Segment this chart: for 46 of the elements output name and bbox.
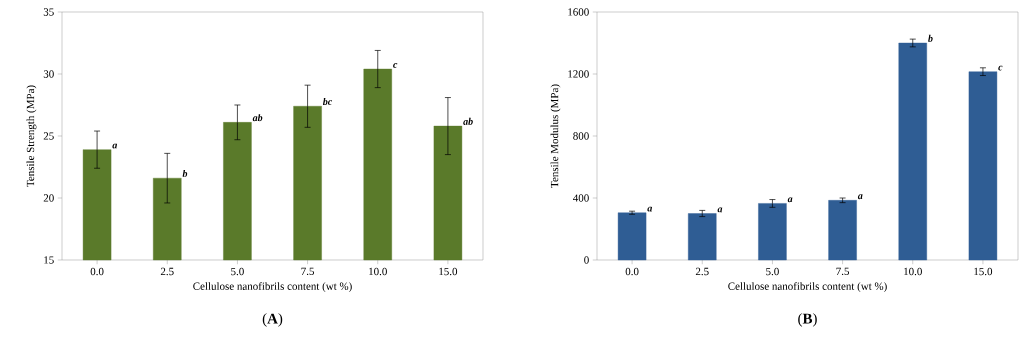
x-tick-label: 5.0 <box>231 267 244 276</box>
x-tick-label: 5.0 <box>766 267 779 276</box>
x-axis-title: Cellulose nanofibrils content (wt %) <box>728 282 887 293</box>
y-tick-label: 15 <box>44 256 54 264</box>
bar <box>758 203 787 261</box>
annotation: a <box>787 197 793 203</box>
bar <box>968 71 998 261</box>
annotation: ab <box>463 117 473 125</box>
annotation: a <box>717 207 723 213</box>
y-tick-label: 800 <box>573 132 589 140</box>
annotation: b <box>182 169 188 177</box>
x-axis-title: Cellulose nanofibrils content (wt %) <box>193 282 352 293</box>
annotation: a <box>647 206 653 212</box>
text: (B) <box>798 313 817 327</box>
annotation: c <box>998 65 1003 71</box>
y-tick-label: 20 <box>43 194 54 202</box>
annotation: a <box>112 143 118 149</box>
y-tick-label: 1600 <box>568 8 589 16</box>
bar <box>898 42 927 261</box>
y-axis-title: Tensile Strength (MPa) <box>26 85 37 187</box>
bar <box>828 200 857 261</box>
x-tick-label: 0.0 <box>625 267 639 276</box>
annotation: a <box>857 194 863 200</box>
y-tick-label: 1200 <box>568 70 589 78</box>
y-tick-label: 30 <box>43 70 54 78</box>
x-tick-label: 10.0 <box>369 267 387 276</box>
bar <box>688 213 717 261</box>
annotation: b <box>928 34 933 42</box>
y-tick-label: 35 <box>43 8 54 16</box>
x-tick-label: 7.5 <box>836 267 850 276</box>
x-tick-label: 15.0 <box>974 267 993 276</box>
y-tick-label: 25 <box>43 132 54 140</box>
annotation: ab <box>252 114 263 122</box>
y-tick-label: 400 <box>573 194 589 202</box>
y-axis-title: Tensile Modulus (MPa) <box>550 84 561 188</box>
annotation: bc <box>322 98 333 106</box>
x-tick-label: 2.5 <box>695 267 709 276</box>
y-tick-label: 0 <box>584 256 589 264</box>
annotation: c <box>393 63 398 68</box>
x-tick-label: 15.0 <box>439 267 458 276</box>
x-tick-label: 10.0 <box>904 267 922 276</box>
bar <box>617 212 647 261</box>
text: (A) <box>262 313 283 327</box>
x-tick-label: 2.5 <box>160 267 174 276</box>
x-tick-label: 0.0 <box>90 267 104 276</box>
x-tick-label: 7.5 <box>301 267 314 276</box>
